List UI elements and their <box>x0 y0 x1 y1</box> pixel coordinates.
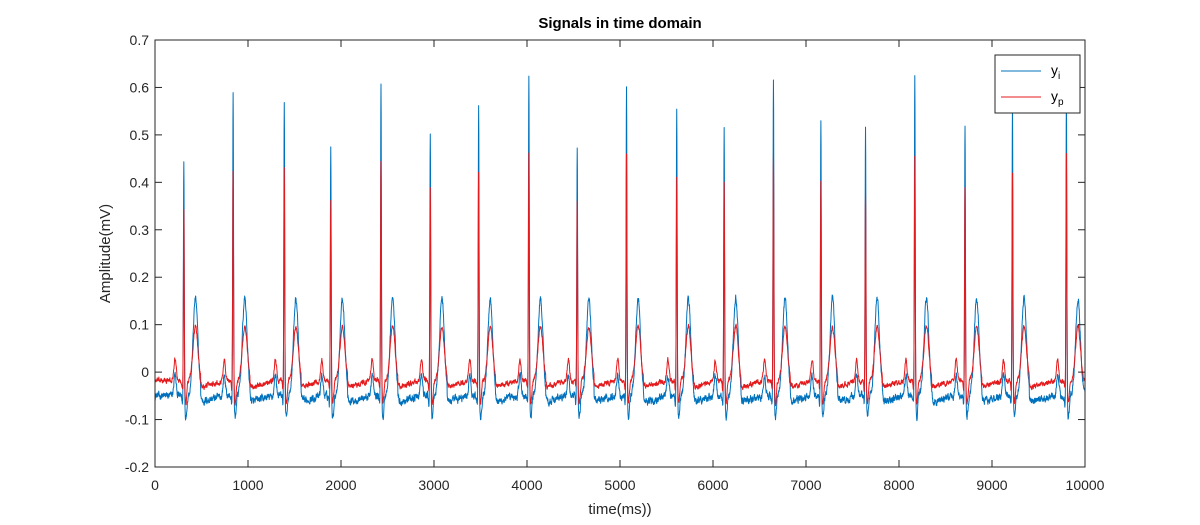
y-tick-label: -0.2 <box>125 459 149 475</box>
x-tick-label: 5000 <box>604 477 635 493</box>
y-tick-label: 0.2 <box>130 269 150 285</box>
y-tick-label: 0.1 <box>130 317 150 333</box>
x-tick-label: 4000 <box>511 477 542 493</box>
legend: yi yp <box>994 54 1081 114</box>
y-tick-label: -0.1 <box>125 412 149 428</box>
legend-label-y-p: yp <box>1051 88 1064 108</box>
x-tick-label: 1000 <box>232 477 263 493</box>
x-tick-label: 9000 <box>976 477 1007 493</box>
y-tick-label: 0.6 <box>130 79 150 95</box>
chart-title: Signals in time domain <box>538 15 701 32</box>
series-line-y-p <box>155 152 1085 407</box>
y-tick-label: 0.3 <box>130 222 150 238</box>
y-tick-label: 0.4 <box>130 174 150 190</box>
y-axis-label: Amplitude(mV) <box>97 204 114 303</box>
x-tick-label: 7000 <box>790 477 821 493</box>
x-tick-label: 10000 <box>1066 477 1105 493</box>
x-tick-label: 2000 <box>325 477 356 493</box>
x-tick-label: 8000 <box>883 477 914 493</box>
y-tick-label: 0.5 <box>130 127 150 143</box>
legend-box <box>994 54 1081 114</box>
series-layer <box>155 75 1085 422</box>
x-tick-label: 6000 <box>697 477 728 493</box>
y-tick-label: 0.7 <box>130 32 150 48</box>
legend-label-y-i: yi <box>1051 62 1060 82</box>
axes <box>154 39 1086 468</box>
x-tick-label: 3000 <box>418 477 449 493</box>
y-tick-label: 0 <box>141 364 149 380</box>
tick-labels: 0 1000 2000 3000 4000 5000 6000 7000 8000 9000 100… <box>125 32 1105 493</box>
x-tick-label: 0 <box>151 477 159 493</box>
x-axis-label: time(ms)) <box>588 501 651 518</box>
plot-area <box>155 40 1085 467</box>
